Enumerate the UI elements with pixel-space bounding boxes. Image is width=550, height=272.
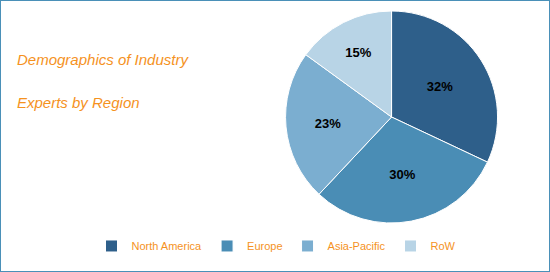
svg-text:RoW: RoW bbox=[431, 240, 456, 252]
svg-text:30%: 30% bbox=[389, 167, 415, 182]
svg-text:15%: 15% bbox=[345, 45, 371, 60]
svg-text:Europe: Europe bbox=[247, 240, 282, 252]
svg-text:23%: 23% bbox=[315, 116, 341, 131]
svg-text:North America: North America bbox=[132, 240, 203, 252]
svg-text:Experts by Region: Experts by Region bbox=[17, 94, 140, 111]
svg-text:32%: 32% bbox=[427, 79, 453, 94]
svg-text:Asia-Pacific: Asia-Pacific bbox=[328, 240, 386, 252]
svg-text:Demographics of Industry: Demographics of Industry bbox=[17, 51, 189, 68]
